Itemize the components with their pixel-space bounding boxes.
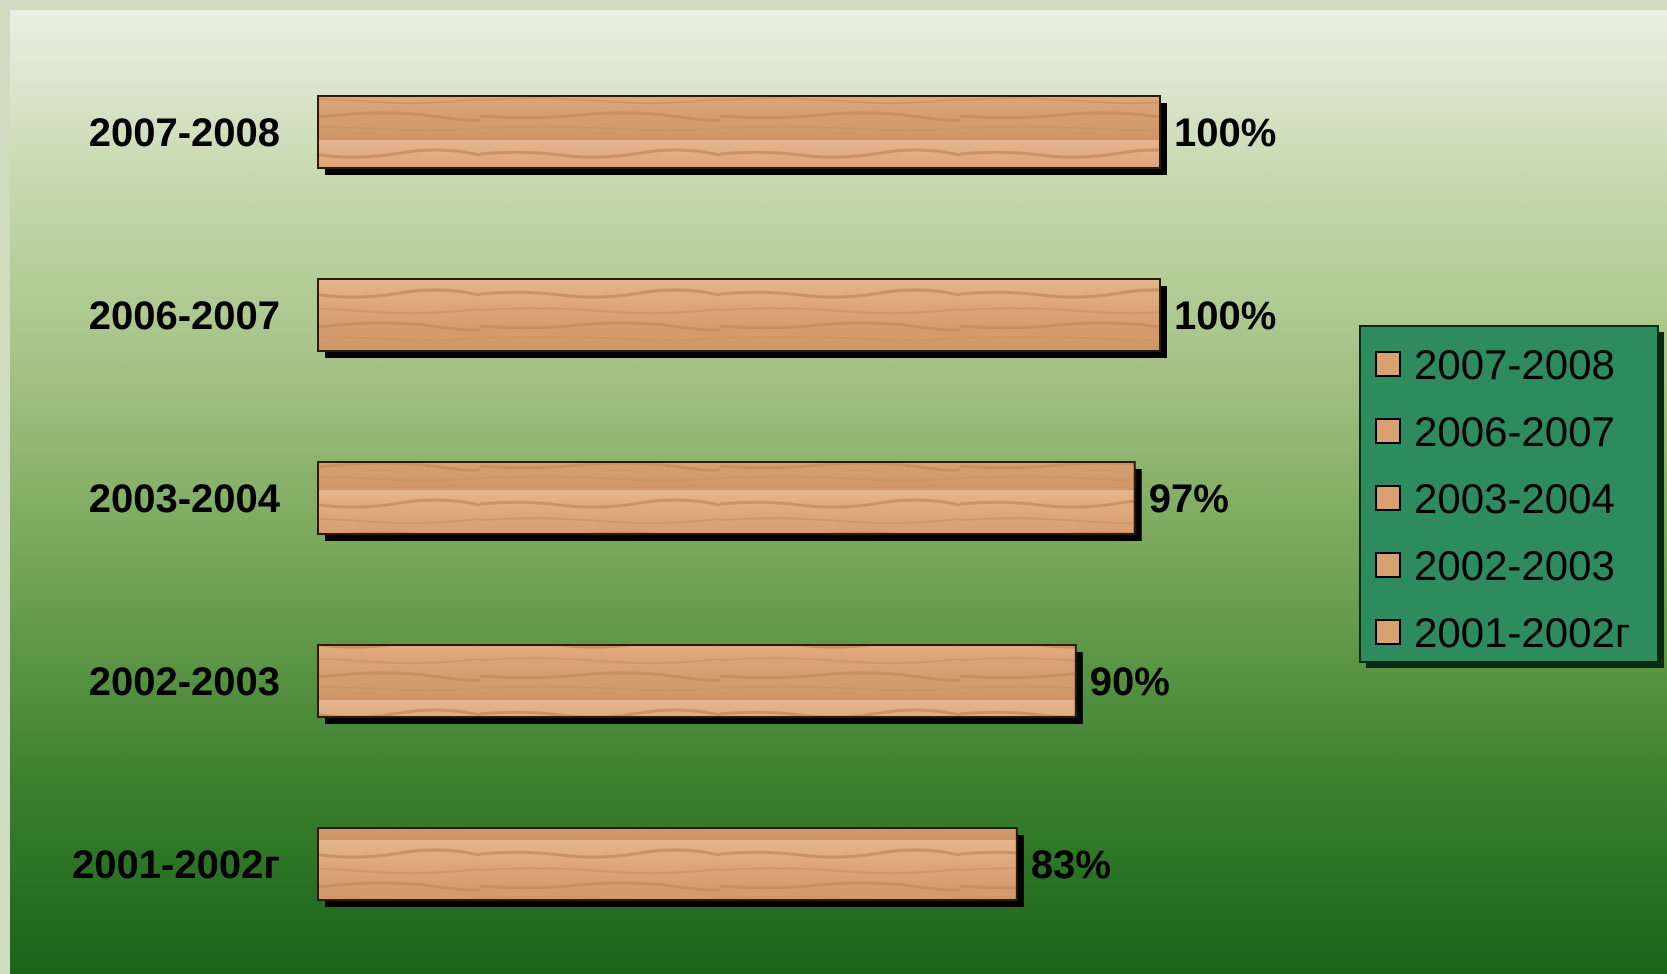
- data-label: 100%: [1174, 111, 1276, 155]
- bars-layer: 2007-2008 100% 2006-2007 100% 2003-2004 97% 20…: [72, 95, 1276, 907]
- bar-2001-2002г: [317, 827, 1018, 901]
- category-label: 2001-2002г: [72, 843, 280, 887]
- legend-entry: 2007-2008: [1414, 341, 1615, 388]
- data-label: 97%: [1149, 477, 1229, 521]
- legend-entry: 2001-2002г: [1414, 609, 1630, 656]
- bar-2007-2008: [317, 95, 1161, 169]
- legend-box: [1359, 325, 1659, 663]
- bar-2003-2004: [317, 461, 1136, 535]
- legend-entry: 2003-2004: [1414, 475, 1615, 522]
- legend-swatch: [1375, 619, 1401, 645]
- category-label: 2007-2008: [89, 111, 280, 155]
- bar-2006-2007: [317, 278, 1161, 352]
- legend: 2007-2008 2006-2007 2003-2004 2002-2003 2001…: [1359, 325, 1664, 668]
- legend-swatch: [1375, 418, 1401, 444]
- data-label: 90%: [1090, 660, 1170, 704]
- legend-entry: 2002-2003: [1414, 542, 1615, 589]
- category-label: 2002-2003: [89, 660, 280, 704]
- bar-2002-2003: [317, 644, 1077, 718]
- legend-swatch: [1375, 351, 1401, 377]
- data-label: 100%: [1174, 294, 1276, 338]
- legend-entry: 2006-2007: [1414, 408, 1615, 455]
- category-label: 2006-2007: [89, 294, 280, 338]
- category-label: 2003-2004: [89, 477, 281, 521]
- legend-swatch: [1375, 552, 1401, 578]
- legend-swatch: [1375, 485, 1401, 511]
- data-label: 83%: [1031, 843, 1111, 887]
